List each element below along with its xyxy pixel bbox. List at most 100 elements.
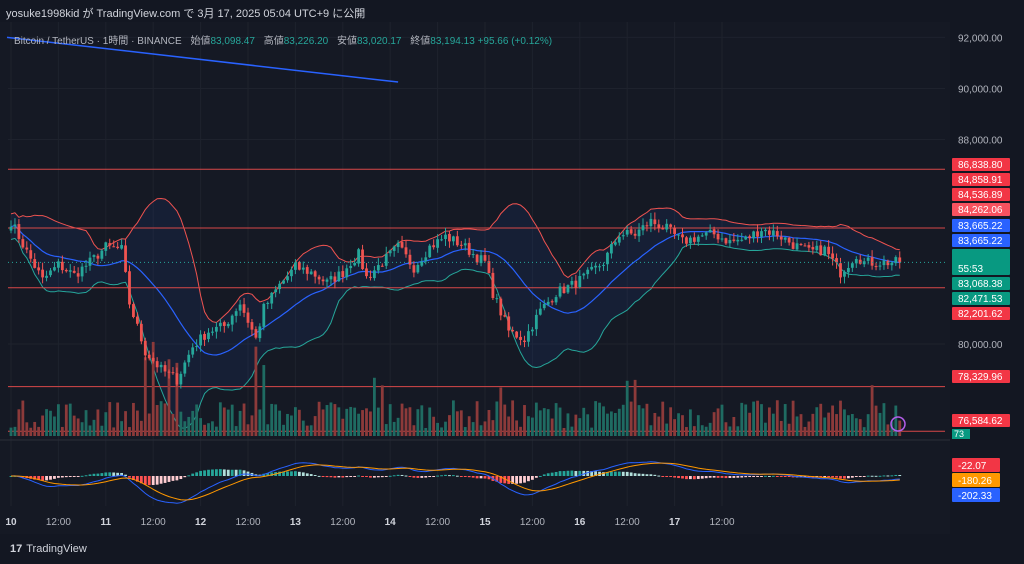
volume-bar bbox=[538, 410, 542, 436]
candle bbox=[13, 224, 17, 227]
high-label: 高値 bbox=[263, 36, 284, 47]
volume-bar bbox=[448, 415, 451, 436]
candle bbox=[677, 234, 680, 236]
candle bbox=[76, 273, 80, 277]
macd-hist-bar bbox=[696, 476, 700, 479]
volume-bar bbox=[404, 408, 408, 436]
volume-bar bbox=[886, 424, 890, 436]
volume-bar bbox=[732, 416, 736, 436]
volume-bar bbox=[613, 413, 617, 436]
volume-bar bbox=[463, 427, 467, 436]
macd-hist-bar bbox=[282, 471, 285, 476]
volume-bar bbox=[499, 387, 503, 436]
macd-label: -202.33 bbox=[958, 491, 992, 502]
price-label-box bbox=[952, 292, 1010, 305]
volume-bar bbox=[847, 415, 850, 436]
volume-bar bbox=[215, 426, 218, 436]
volume-bar bbox=[866, 414, 870, 436]
volume-bar bbox=[633, 379, 637, 436]
volume-bar bbox=[519, 426, 522, 436]
candle bbox=[211, 331, 214, 333]
candle bbox=[610, 244, 613, 254]
price-label: 84,536.89 bbox=[958, 190, 1003, 201]
macd-hist-bar bbox=[669, 476, 673, 477]
volume-bar bbox=[365, 408, 368, 436]
macd-hist-bar bbox=[132, 476, 135, 480]
volume-bar bbox=[534, 402, 538, 436]
volume-bar bbox=[657, 416, 661, 436]
open-value: 83,098.47 bbox=[210, 36, 255, 47]
candle bbox=[523, 340, 526, 343]
volume-bar bbox=[246, 424, 250, 436]
macd-hist-bar bbox=[270, 472, 274, 476]
candle bbox=[519, 336, 522, 340]
bollinger-lower-line bbox=[10, 237, 900, 429]
volume-bar bbox=[207, 423, 210, 436]
volume-bar bbox=[270, 403, 274, 436]
macd-hist-bar bbox=[621, 471, 625, 476]
candle bbox=[448, 233, 451, 242]
macd-hist-bar bbox=[503, 476, 507, 484]
macd-hist-bar bbox=[724, 476, 728, 479]
candle bbox=[538, 308, 542, 315]
macd-hist-bar bbox=[728, 476, 732, 478]
chart-area[interactable] bbox=[0, 22, 1024, 564]
volume-bar bbox=[736, 426, 740, 436]
macd-hist-bar bbox=[542, 474, 546, 476]
macd-hist-bar bbox=[116, 472, 120, 476]
volume-bar bbox=[171, 413, 175, 436]
price-label: 76,584.62 bbox=[958, 416, 1003, 427]
candle bbox=[250, 322, 254, 330]
volume-bar bbox=[37, 426, 41, 436]
macd-hist-bar bbox=[420, 476, 424, 478]
tradingview-brand[interactable]: 17 TradingView bbox=[10, 543, 87, 555]
volume-bar bbox=[17, 409, 21, 436]
volume-bar bbox=[278, 410, 281, 436]
volume-bar bbox=[894, 405, 898, 436]
macd-hist-bar bbox=[49, 476, 52, 480]
volume-bar bbox=[84, 410, 88, 436]
candle bbox=[246, 312, 250, 323]
volume-bar bbox=[444, 421, 447, 436]
candle bbox=[617, 236, 621, 243]
volume-bar bbox=[491, 420, 495, 436]
candle bbox=[294, 262, 297, 270]
candle bbox=[345, 268, 349, 278]
macd-hist-bar bbox=[305, 473, 309, 476]
candle bbox=[179, 373, 183, 385]
macd-hist-bar bbox=[787, 476, 791, 477]
volume-bar bbox=[467, 416, 471, 436]
macd-hist-bar bbox=[278, 471, 281, 476]
macd-hist-bar bbox=[531, 476, 534, 480]
macd-hist-bar bbox=[408, 476, 412, 477]
volume-bar bbox=[147, 413, 151, 436]
candle bbox=[645, 225, 649, 227]
x-tick-label: 12:00 bbox=[46, 517, 71, 528]
candle bbox=[37, 267, 41, 271]
volume-bar bbox=[756, 400, 759, 436]
volume-bar bbox=[9, 427, 13, 436]
macd-hist-bar bbox=[151, 476, 155, 485]
candle bbox=[570, 281, 574, 285]
macd-label-box bbox=[952, 458, 1000, 472]
candle bbox=[692, 237, 696, 242]
macd-hist-bar bbox=[700, 476, 704, 479]
volume-bar bbox=[479, 425, 483, 436]
candle bbox=[574, 280, 578, 288]
volume-bar bbox=[297, 409, 301, 436]
volume-bar bbox=[708, 422, 712, 436]
macd-hist-bar bbox=[708, 476, 712, 478]
macd-hist-bar bbox=[222, 469, 226, 476]
candle bbox=[305, 267, 309, 274]
candle bbox=[278, 283, 281, 290]
volume-bar bbox=[621, 404, 625, 436]
candle bbox=[673, 227, 676, 234]
candle bbox=[41, 269, 44, 278]
macd-hist-bar bbox=[376, 476, 380, 478]
volume-bar bbox=[337, 407, 341, 436]
candle bbox=[238, 304, 242, 311]
volume-bar bbox=[388, 404, 392, 436]
macd-hist-bar bbox=[847, 476, 850, 479]
price-label-box bbox=[952, 158, 1010, 171]
